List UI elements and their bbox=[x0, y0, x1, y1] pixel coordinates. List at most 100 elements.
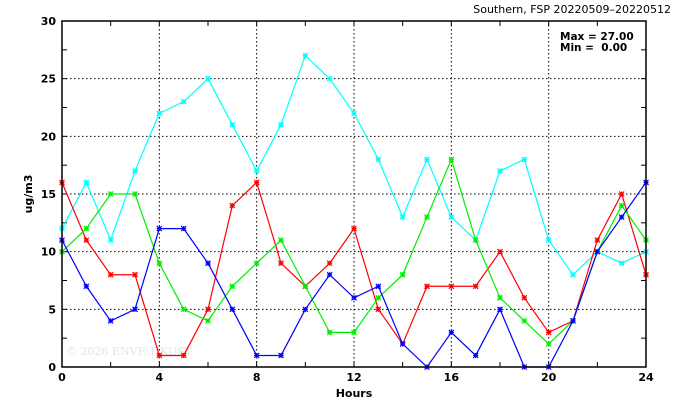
data-point bbox=[180, 98, 187, 105]
data-point bbox=[278, 352, 284, 359]
data-point bbox=[618, 191, 625, 197]
data-point bbox=[375, 283, 382, 290]
data-point bbox=[472, 352, 479, 359]
data-point bbox=[618, 214, 625, 220]
data-point bbox=[351, 110, 357, 117]
x-tick-labels: 0 4 8 12 16 20 24 bbox=[58, 371, 654, 384]
chart-title: Southern, FSP 20220509–20220512 bbox=[473, 3, 671, 16]
data-point bbox=[521, 317, 528, 324]
data-point bbox=[253, 352, 260, 359]
data-point bbox=[302, 306, 309, 313]
data-point bbox=[618, 202, 625, 209]
y-tick-label: 5 bbox=[48, 303, 56, 316]
data-point bbox=[156, 110, 163, 117]
data-point bbox=[132, 191, 138, 197]
y-tick-label: 15 bbox=[41, 188, 56, 201]
x-tick-label: 0 bbox=[58, 371, 66, 384]
data-point bbox=[375, 306, 382, 313]
y-tick-label: 20 bbox=[41, 130, 57, 143]
data-point bbox=[180, 225, 187, 232]
x-tick-label: 4 bbox=[156, 371, 164, 384]
data-point bbox=[229, 202, 236, 209]
y-tick-label: 30 bbox=[41, 15, 57, 28]
data-point bbox=[180, 352, 187, 359]
data-point bbox=[83, 237, 90, 244]
data-point bbox=[180, 306, 187, 313]
plot-frame bbox=[61, 20, 647, 368]
axis-ticks bbox=[61, 20, 647, 368]
data-point bbox=[497, 168, 503, 174]
min-annotation: Min = 0.00 bbox=[560, 42, 627, 54]
data-point bbox=[424, 283, 430, 290]
data-point bbox=[399, 214, 406, 220]
data-point bbox=[424, 214, 430, 220]
data-point bbox=[351, 329, 357, 336]
data-point bbox=[326, 75, 333, 82]
data-point bbox=[497, 294, 503, 301]
y-tick-label: 25 bbox=[41, 73, 56, 86]
data-point bbox=[107, 237, 114, 244]
data-point bbox=[253, 179, 260, 186]
data-point bbox=[424, 156, 430, 163]
data-point bbox=[351, 294, 357, 301]
data-point bbox=[545, 237, 552, 244]
data-point bbox=[83, 283, 90, 290]
y-tick-label: 10 bbox=[41, 246, 57, 259]
x-tick-label: 16 bbox=[444, 371, 460, 384]
data-point bbox=[521, 156, 528, 163]
data-point bbox=[278, 121, 284, 128]
data-point bbox=[326, 329, 333, 336]
data-point bbox=[205, 260, 211, 267]
data-point bbox=[156, 260, 163, 267]
y-tick-labels: 0 5 10 15 20 25 30 bbox=[41, 15, 57, 374]
data-point bbox=[107, 191, 114, 197]
x-tick-label: 12 bbox=[346, 371, 361, 384]
data-point bbox=[570, 271, 576, 278]
x-tick-label: 20 bbox=[541, 371, 557, 384]
data-point bbox=[375, 294, 382, 301]
data-point bbox=[497, 306, 503, 313]
data-point bbox=[107, 317, 114, 324]
data-point bbox=[326, 271, 333, 278]
data-point bbox=[156, 352, 163, 359]
data-point bbox=[278, 260, 284, 267]
data-point bbox=[448, 214, 455, 220]
data-point bbox=[448, 283, 455, 290]
data-point bbox=[472, 237, 479, 244]
series-group bbox=[59, 52, 649, 370]
data-point bbox=[497, 248, 503, 255]
data-point bbox=[229, 121, 236, 128]
max-annotation: Max = 27.00 bbox=[560, 31, 634, 43]
watermark: © 2026 ENVF, HKUST bbox=[66, 345, 193, 358]
data-point bbox=[570, 317, 576, 324]
data-point bbox=[302, 283, 309, 290]
data-point bbox=[618, 260, 625, 267]
data-point bbox=[594, 248, 601, 255]
data-point bbox=[351, 225, 357, 232]
data-point bbox=[545, 341, 552, 347]
data-point bbox=[107, 271, 114, 278]
data-point bbox=[205, 306, 211, 313]
data-point bbox=[253, 260, 260, 267]
data-point bbox=[132, 306, 138, 313]
y-tick-label: 0 bbox=[48, 361, 56, 374]
data-point bbox=[375, 156, 382, 163]
data-point bbox=[132, 168, 138, 174]
grid bbox=[62, 21, 646, 367]
data-point bbox=[302, 52, 309, 59]
data-point bbox=[205, 75, 211, 82]
data-point bbox=[229, 306, 236, 313]
data-point bbox=[472, 283, 479, 290]
data-point bbox=[448, 329, 455, 336]
data-point bbox=[326, 260, 333, 267]
data-point bbox=[229, 283, 236, 290]
data-point bbox=[594, 237, 601, 244]
data-point bbox=[132, 271, 138, 278]
x-tick-label: 24 bbox=[638, 371, 654, 384]
data-point bbox=[448, 156, 455, 163]
data-point bbox=[399, 271, 406, 278]
data-point bbox=[83, 179, 90, 186]
x-tick-label: 8 bbox=[253, 371, 261, 384]
data-point bbox=[521, 294, 528, 301]
